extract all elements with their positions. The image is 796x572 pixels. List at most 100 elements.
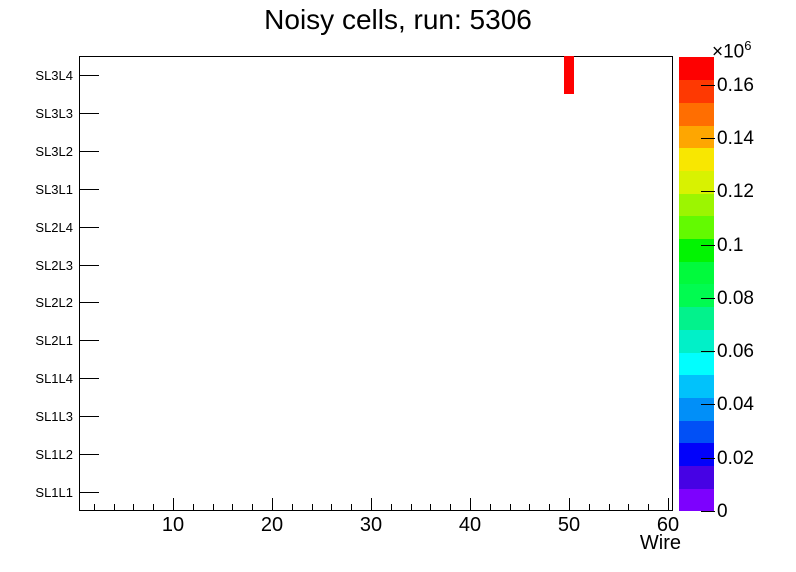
colorbar-band (679, 170, 714, 194)
colorbar-band (679, 488, 714, 512)
x-axis-minor-tick (529, 504, 530, 510)
colorbar-band (679, 238, 714, 262)
y-axis-tick (80, 340, 99, 341)
colorbar-band (679, 261, 714, 285)
y-axis-label: SL1L3 (35, 409, 73, 424)
x-axis-minor-tick (609, 504, 610, 510)
y-axis-label: SL3L4 (35, 68, 73, 83)
colorbar-tick-label: 0.12 (717, 181, 754, 202)
y-axis-tick (80, 492, 99, 493)
colorbar-tick-label: 0.08 (717, 288, 754, 309)
x-axis-minor-tick (430, 504, 431, 510)
y-axis-tick (80, 416, 99, 417)
colorbar-tick-label: 0.04 (717, 394, 754, 415)
x-axis-minor-tick (153, 504, 154, 510)
x-axis-major-tick (173, 498, 174, 510)
x-axis-minor-tick (391, 504, 392, 510)
colorbar-tick-label: 0 (717, 501, 728, 522)
x-axis-minor-tick (94, 504, 95, 510)
x-axis-minor-tick (133, 504, 134, 510)
colorbar-tick (701, 191, 715, 192)
colorbar-tick (701, 85, 715, 86)
colorbar-tick (701, 351, 715, 352)
y-axis-tick (80, 265, 99, 266)
y-axis-tick (80, 227, 99, 228)
x-axis-minor-tick (510, 504, 511, 510)
y-axis-tick (80, 302, 99, 303)
colorbar-band (679, 352, 714, 376)
colorbar-band (679, 329, 714, 353)
x-axis-major-tick (272, 498, 273, 510)
colorbar-band (679, 57, 714, 81)
x-axis-label: 60 (656, 514, 680, 536)
x-axis-major-tick (569, 498, 570, 510)
x-axis-minor-tick (312, 504, 313, 510)
y-axis-label: SL1L1 (35, 485, 73, 500)
colorbar-exponent-label: ×106 (712, 36, 751, 61)
colorbar-tick (701, 511, 715, 512)
y-axis-label: SL3L3 (35, 106, 73, 121)
x-axis-major-tick (470, 498, 471, 510)
colorbar-tick-label: 0.1 (717, 235, 744, 256)
colorbar-band (679, 284, 714, 308)
x-axis-minor-tick (490, 504, 491, 510)
colorbar-tick-label: 0.02 (717, 448, 754, 469)
x-axis-major-tick (668, 498, 669, 510)
colorbar-exponent-base: ×10 (712, 41, 745, 63)
y-axis-tick (80, 151, 99, 152)
colorbar-band (679, 420, 714, 444)
x-axis-minor-tick (411, 504, 412, 510)
x-axis-minor-tick (450, 504, 451, 510)
colorbar-tick-label: 0.16 (717, 75, 754, 96)
colorbar-band (679, 147, 714, 171)
plot-title: Noisy cells, run: 5306 (264, 4, 532, 35)
colorbar-band (679, 465, 714, 489)
x-axis-minor-tick (232, 504, 233, 510)
x-axis-label: 40 (458, 514, 482, 536)
colorbar-tick (701, 245, 715, 246)
colorbar-band (679, 397, 714, 421)
colorbar-exponent-power: 6 (744, 38, 752, 53)
x-axis-minor-tick (331, 504, 332, 510)
colorbar-band (679, 442, 714, 467)
x-axis-minor-tick (292, 504, 293, 510)
heatmap-cell (564, 56, 574, 94)
y-axis-label: SL2L2 (35, 295, 73, 310)
colorbar-tick (701, 404, 715, 405)
x-axis-minor-tick (628, 504, 629, 510)
x-axis-label: 30 (359, 514, 383, 536)
x-axis-minor-tick (114, 504, 115, 510)
y-axis-tick (80, 454, 99, 455)
x-axis-label: 50 (557, 514, 581, 536)
colorbar-band (679, 79, 714, 103)
x-axis-label: 10 (161, 514, 185, 536)
colorbar-band (679, 125, 714, 149)
plot-frame (79, 56, 673, 511)
colorbar-tick-label: 0.06 (717, 341, 754, 362)
y-axis-label: SL3L1 (35, 182, 73, 197)
x-axis-minor-tick (351, 504, 352, 510)
y-axis-label: SL2L3 (35, 258, 73, 273)
x-axis-minor-tick (549, 504, 550, 510)
x-axis-minor-tick (252, 504, 253, 510)
x-axis-minor-tick (213, 504, 214, 510)
x-axis-minor-tick (193, 504, 194, 510)
y-axis-tick (80, 378, 99, 379)
x-axis-label: 20 (260, 514, 284, 536)
x-axis-minor-tick (648, 504, 649, 510)
y-axis-label: SL2L4 (35, 220, 73, 235)
colorbar-tick-label: 0.14 (717, 128, 754, 149)
x-axis-major-tick (371, 498, 372, 510)
y-axis-label: SL2L1 (35, 333, 73, 348)
colorbar-band (679, 374, 714, 398)
y-axis-label: SL1L4 (35, 371, 73, 386)
colorbar-band (679, 215, 714, 240)
y-axis-tick (80, 189, 99, 190)
y-axis-tick (80, 75, 99, 76)
colorbar-band (679, 193, 714, 217)
colorbar-tick (701, 458, 715, 459)
colorbar-tick (701, 138, 715, 139)
y-axis-tick (80, 113, 99, 114)
colorbar-band (679, 306, 714, 330)
